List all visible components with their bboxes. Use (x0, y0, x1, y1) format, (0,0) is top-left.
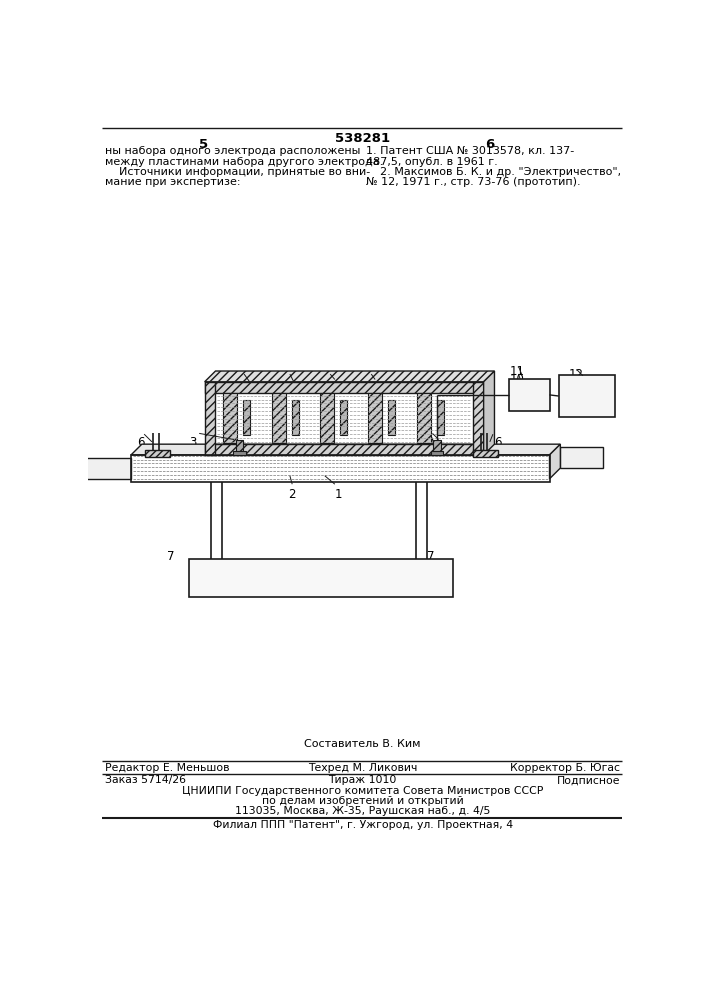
Text: Тираж 1010: Тираж 1010 (329, 775, 397, 785)
Text: 487,5, опубл. в 1961 г.: 487,5, опубл. в 1961 г. (366, 157, 498, 167)
Text: Корректор Б. Югас: Корректор Б. Югас (510, 763, 620, 773)
Text: 3: 3 (189, 436, 197, 449)
Polygon shape (549, 444, 561, 479)
Text: 538281: 538281 (335, 132, 390, 145)
Bar (223, 393, 237, 443)
Bar (416, 393, 431, 443)
Bar (368, 393, 382, 443)
Text: между пластинами набора другого электрода.: между пластинами набора другого электрод… (105, 157, 384, 167)
Text: 12: 12 (569, 368, 584, 381)
Text: 3: 3 (426, 436, 433, 449)
Text: Техред М. Ликович: Техред М. Ликович (308, 763, 417, 773)
Text: 6: 6 (493, 436, 501, 449)
Text: 10: 10 (509, 373, 524, 386)
Text: 7: 7 (168, 550, 175, 563)
Bar (473, 382, 484, 455)
Bar (204, 444, 484, 455)
Text: 2. Максимов Б. К. и др. "Электричество",: 2. Максимов Б. К. и др. "Электричество", (366, 167, 621, 177)
Text: ИП: ИП (574, 389, 600, 404)
Text: 6: 6 (137, 436, 145, 449)
Bar (559, 375, 614, 417)
Text: № 12, 1971 г., стр. 73-76 (прототип).: № 12, 1971 г., стр. 73-76 (прототип). (366, 177, 580, 187)
Text: 10: 10 (522, 388, 537, 401)
Text: 4: 4 (286, 373, 293, 386)
Bar (431, 451, 443, 455)
Bar (235, 440, 243, 455)
Text: ны набора одного электрода расположены: ны набора одного электрода расположены (105, 146, 361, 156)
Bar (292, 400, 299, 435)
Bar (561, 447, 603, 468)
Bar (233, 451, 246, 455)
Text: Подписное: Подписное (556, 775, 620, 785)
Text: Источники информации, принятые во вни-: Источники информации, принятые во вни- (105, 167, 370, 177)
Bar (69, 463, 85, 486)
Text: 2: 2 (288, 488, 296, 501)
Text: Филиал ППП "Патент", г. Ужгород, ул. Проектная, 4: Филиал ППП "Патент", г. Ужгород, ул. Про… (213, 820, 513, 830)
Bar (320, 393, 334, 443)
Bar (473, 450, 498, 457)
Text: 8: 8 (327, 373, 334, 386)
Bar (189, 559, 452, 597)
Polygon shape (484, 371, 494, 455)
Bar (204, 382, 216, 455)
Bar (131, 455, 549, 482)
Text: 6: 6 (485, 138, 494, 151)
Text: ЦНИИПИ Государственного комитета Совета Министров СССР: ЦНИИПИ Государственного комитета Совета … (182, 786, 544, 796)
Bar (509, 379, 549, 411)
Text: 9: 9 (368, 373, 375, 386)
Text: Заказ 5714/26: Заказ 5714/26 (105, 775, 187, 785)
Text: Составитель В. Ким: Составитель В. Ким (305, 739, 421, 749)
Polygon shape (131, 444, 561, 455)
Text: по делам изобретений и открытий: по делам изобретений и открытий (262, 796, 464, 806)
Text: 1. Патент США № 3013578, кл. 137-: 1. Патент США № 3013578, кл. 137- (366, 146, 574, 156)
Text: 11: 11 (509, 365, 524, 378)
Text: 5: 5 (199, 138, 208, 151)
Bar (388, 400, 395, 435)
Text: мание при экспертизе:: мание при экспертизе: (105, 177, 241, 187)
Text: Редактор Е. Меньшов: Редактор Е. Меньшов (105, 763, 230, 773)
Text: 7: 7 (427, 550, 435, 563)
Bar (437, 400, 444, 435)
Text: 113035, Москва, Ж-35, Раушская наб., д. 4/5: 113035, Москва, Ж-35, Раушская наб., д. … (235, 806, 491, 816)
Bar (243, 400, 250, 435)
Bar (204, 382, 484, 393)
Text: 5: 5 (240, 373, 247, 386)
Polygon shape (204, 371, 494, 382)
Bar (145, 450, 170, 457)
Bar (340, 400, 347, 435)
Bar (271, 393, 286, 443)
Text: 1: 1 (335, 488, 342, 501)
Bar (433, 440, 441, 455)
Bar (85, 458, 131, 479)
